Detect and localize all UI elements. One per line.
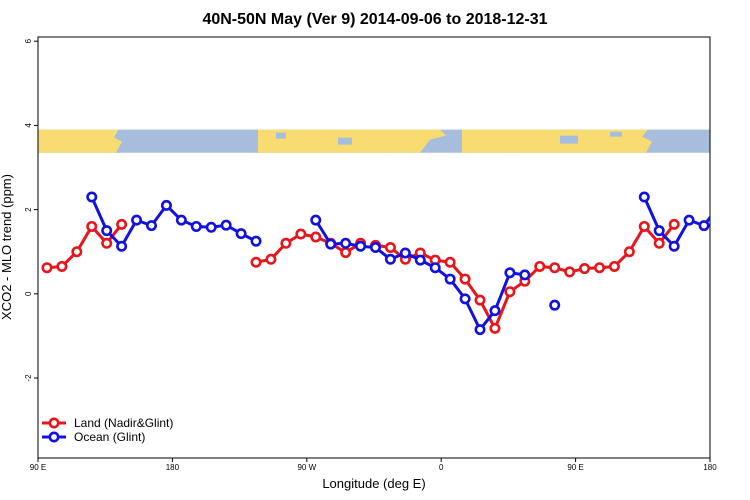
series-ocean [86,191,723,336]
data-point [474,324,486,336]
y-axis-title: XCO2 - MLO trend (ppm) [0,174,14,320]
y-tick-label: 6 [24,38,33,43]
series-line [90,196,257,248]
x-tick-label: 180 [703,463,717,472]
data-point [265,253,277,265]
data-point [399,247,411,259]
series-land [41,218,680,334]
map-ocean-gap [276,132,286,139]
data-point [384,242,396,254]
data-point [668,218,680,230]
data-point [310,231,322,243]
y-tick-label: 0 [24,291,33,296]
map-ocean-gap [338,137,352,145]
data-point [519,269,531,281]
data-point [653,237,665,249]
data-point [56,260,68,272]
data-point [71,246,83,258]
data-point [444,273,456,285]
world-map-strip [38,129,710,153]
data-point [86,220,98,232]
data-point [564,266,576,278]
x-axis: 90 E 180 90 W 0 90 E 180 [30,458,717,472]
data-point [698,220,710,232]
legend-label: Ocean (Glint) [74,430,145,444]
legend-label: Land (Nadir&Glint) [74,416,173,430]
data-point [459,293,471,305]
data-point [145,220,157,232]
map-ocean-gap [560,135,578,144]
legend-swatch-marker [48,417,60,429]
data-point [579,263,591,275]
data-point [131,214,143,226]
x-tick-label: 0 [439,463,444,472]
data-point [340,247,352,259]
data-point [235,228,247,240]
data-point [384,253,396,265]
data-point [325,238,337,250]
x-tick-label: 90 W [297,463,316,472]
map-ocean-gap [610,131,622,137]
data-point [668,240,680,252]
data-point [369,242,381,254]
data-point [295,228,307,240]
data-point [190,220,202,232]
data-point [355,240,367,252]
data-point [205,221,217,233]
data-point [608,260,620,272]
map-land [38,129,122,153]
data-point [504,286,516,298]
map-land [498,130,528,153]
legend-swatch-marker [48,431,60,443]
data-point [340,237,352,249]
map-land [462,129,652,153]
y-tick-label: 4 [24,123,33,128]
data-point [534,260,546,272]
data-point [175,214,187,226]
chart-title: 40N-50N May (Ver 9) 2014-09-06 to 2018-1… [202,11,547,28]
data-point [250,256,262,268]
data-point [489,322,501,334]
data-point [653,225,665,237]
data-point [160,199,172,211]
data-point [116,218,128,230]
data-point [429,262,441,274]
plot-frame [37,36,711,459]
data-point [101,237,113,249]
data-point [489,305,501,317]
data-point [86,191,98,203]
map-land [376,131,398,153]
data-point [715,201,723,209]
data-point [101,225,113,237]
data-point [638,220,650,232]
data-point [280,237,292,249]
data-point [116,240,128,252]
data-point [638,191,650,203]
data-point [41,262,53,274]
data-point [504,267,516,279]
data-point [310,214,322,226]
y-axis: 6 4 2 0 -2 [24,38,38,382]
data-point [683,214,695,226]
data-point [549,262,561,274]
data-point [414,254,426,266]
data-point [474,294,486,306]
data-point [623,246,635,258]
y-tick-label: -2 [24,374,33,382]
x-tick-label: 90 E [30,463,46,472]
data-point [444,256,456,268]
x-axis-title: Longitude (deg E) [322,476,425,491]
data-point [549,299,561,311]
data-point [593,262,605,274]
series-layer [41,191,723,336]
data-point [220,219,232,231]
data-point [459,273,471,285]
legend: Land (Nadir&Glint)Ocean (Glint) [42,416,173,444]
x-tick-label: 90 E [567,463,583,472]
y-tick-label: 2 [24,207,33,212]
data-point [250,235,262,247]
x-tick-label: 180 [166,463,180,472]
